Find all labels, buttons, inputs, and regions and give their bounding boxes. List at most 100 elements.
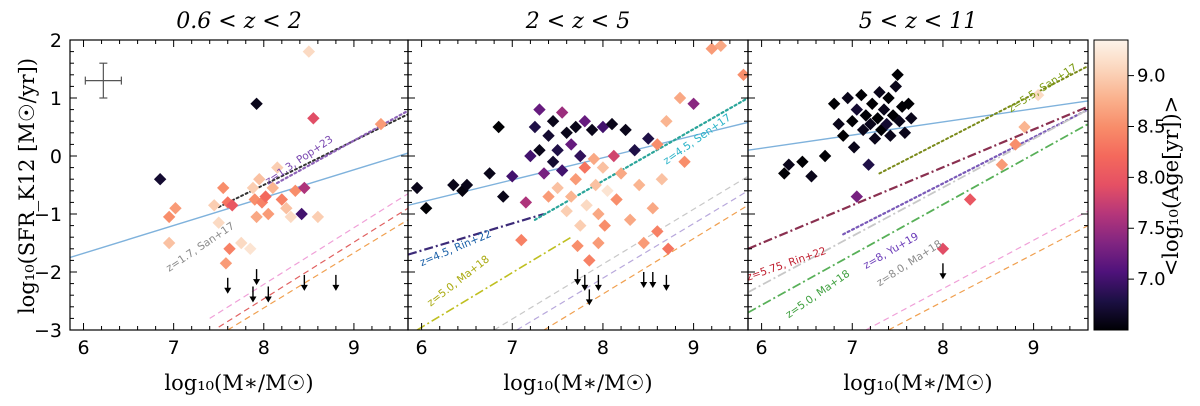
data-point xyxy=(660,115,673,128)
upper-limit-head xyxy=(300,284,308,291)
data-point xyxy=(605,117,619,131)
upper-limit-arrow xyxy=(249,286,257,303)
data-point xyxy=(374,117,388,131)
line-ref2 xyxy=(218,207,408,328)
data-point xyxy=(1018,120,1031,134)
data-point xyxy=(850,190,863,203)
panel-frame xyxy=(69,39,409,331)
data-point xyxy=(687,97,700,110)
data-point xyxy=(226,199,239,212)
data-point xyxy=(805,170,818,183)
data-point xyxy=(311,210,325,224)
data-point xyxy=(856,123,870,137)
data-point xyxy=(705,42,718,55)
data-point xyxy=(212,216,225,229)
data-point xyxy=(574,149,587,163)
upper-limit-arrow xyxy=(574,269,582,286)
data-point xyxy=(410,181,424,195)
x-tick-label: 6 xyxy=(416,337,428,359)
data-point xyxy=(847,141,861,154)
y-tick-label: −1 xyxy=(34,204,62,226)
data-point xyxy=(587,152,601,166)
data-point xyxy=(655,173,669,186)
data-point xyxy=(633,178,646,192)
x-tick-label: 6 xyxy=(77,337,89,359)
upper-limit-head xyxy=(332,284,340,291)
data-point xyxy=(850,103,863,116)
data-point xyxy=(280,202,293,215)
line-ref-purple xyxy=(516,190,748,330)
data-point xyxy=(673,91,687,105)
y-axis-label: log₁₀(SFR_K12 [M☉/yr]) xyxy=(15,58,39,314)
data-point xyxy=(898,126,912,139)
data-point xyxy=(528,120,542,134)
data-point xyxy=(492,120,505,134)
data-point xyxy=(651,138,664,151)
upper-limit-arrow xyxy=(939,263,947,280)
data-point xyxy=(882,91,895,105)
data-point xyxy=(524,149,537,163)
upper-limit-head xyxy=(640,282,648,288)
colorbar-tick-label: 8.0 xyxy=(1137,167,1166,188)
data-point xyxy=(662,242,675,255)
data-point xyxy=(714,40,727,52)
line-yu19 xyxy=(842,108,1088,236)
data-point xyxy=(555,164,569,177)
data-point xyxy=(889,80,902,93)
data-point xyxy=(483,167,496,180)
data-point xyxy=(460,178,474,192)
data-point xyxy=(217,181,230,195)
upper-limit-head xyxy=(224,287,232,294)
data-point xyxy=(262,207,275,221)
x-tick-label: 8 xyxy=(597,337,609,359)
data-point xyxy=(578,115,591,128)
colorbar-tick-label: 7.5 xyxy=(1137,218,1166,239)
data-point xyxy=(846,115,859,128)
data-point xyxy=(592,207,605,221)
data-point xyxy=(995,158,1009,171)
line-ref-orange xyxy=(543,204,748,330)
data-point xyxy=(506,170,519,183)
data-point xyxy=(628,144,641,157)
data-point xyxy=(546,155,560,168)
colorbar-tick-label: 7.0 xyxy=(1137,269,1166,290)
data-point xyxy=(253,173,266,186)
upper-limit-arrow xyxy=(300,274,308,291)
line-ma18-gray xyxy=(748,108,1088,294)
plot-area: z=4.5, Rin+22z=5.0, Ma+18z=4.5, Sen+17 xyxy=(408,40,748,330)
line-ref1 xyxy=(209,193,408,319)
upper-limit-arrow xyxy=(224,277,232,294)
data-point xyxy=(598,219,611,232)
data-point xyxy=(891,68,904,81)
error-bar xyxy=(84,62,122,99)
data-point xyxy=(855,88,868,102)
panel-frame xyxy=(747,39,1089,331)
y-tick-label: 2 xyxy=(50,30,62,52)
data-point xyxy=(250,210,263,224)
data-point xyxy=(877,103,891,116)
data-point xyxy=(447,178,460,192)
data-point xyxy=(1009,138,1022,151)
x-tick-label: 9 xyxy=(688,337,700,359)
upper-limit-head xyxy=(253,279,261,286)
upper-limit-arrow xyxy=(264,286,272,303)
data-point xyxy=(880,117,893,131)
x-tick-label: 9 xyxy=(348,337,360,359)
upper-limit-arrow xyxy=(594,274,602,291)
data-point xyxy=(569,120,582,134)
data-point xyxy=(893,115,906,128)
y-tick-label: 1 xyxy=(50,88,62,110)
colorbar-tick-label: 8.5 xyxy=(1137,116,1166,137)
data-point xyxy=(419,202,433,215)
data-point xyxy=(596,161,610,174)
data-point xyxy=(583,254,596,267)
data-point xyxy=(866,97,879,110)
data-point xyxy=(871,112,884,125)
data-point xyxy=(497,190,510,203)
data-point xyxy=(259,190,272,203)
data-point xyxy=(827,97,841,110)
data-point xyxy=(601,184,614,197)
line-sen17 xyxy=(533,96,748,221)
panel-title: 5 < z < 11 xyxy=(859,9,977,34)
